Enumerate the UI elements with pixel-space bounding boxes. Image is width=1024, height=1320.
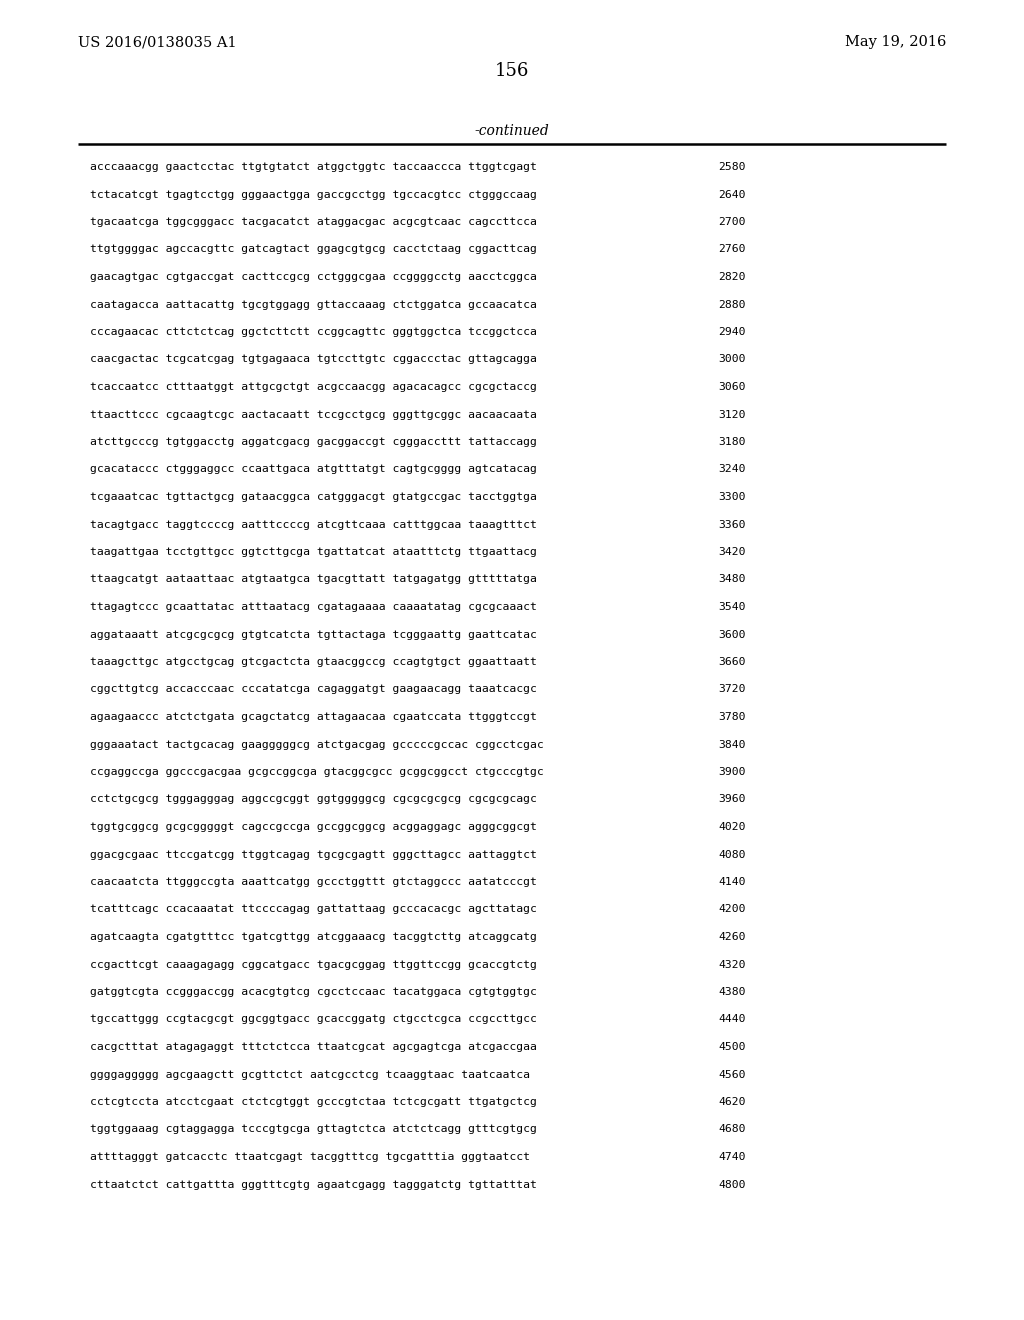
- Text: taaagcttgc atgcctgcag gtcgactcta gtaacggccg ccagtgtgct ggaattaatt: taaagcttgc atgcctgcag gtcgactcta gtaacgg…: [90, 657, 537, 667]
- Text: 2940: 2940: [718, 327, 745, 337]
- Text: 3960: 3960: [718, 795, 745, 804]
- Text: 4740: 4740: [718, 1152, 745, 1162]
- Text: cccagaacac cttctctcag ggctcttctt ccggcagttc gggtggctca tccggctcca: cccagaacac cttctctcag ggctcttctt ccggcag…: [90, 327, 537, 337]
- Text: cctctgcgcg tgggagggag aggccgcggt ggtgggggcg cgcgcgcgcg cgcgcgcagc: cctctgcgcg tgggagggag aggccgcggt ggtgggg…: [90, 795, 537, 804]
- Text: ttaagcatgt aataattaac atgtaatgca tgacgttatt tatgagatgg gtttttatga: ttaagcatgt aataattaac atgtaatgca tgacgtt…: [90, 574, 537, 585]
- Text: 2580: 2580: [718, 162, 745, 172]
- Text: 3840: 3840: [718, 739, 745, 750]
- Text: tgacaatcga tggcgggacc tacgacatct ataggacgac acgcgtcaac cagccttcca: tgacaatcga tggcgggacc tacgacatct ataggac…: [90, 216, 537, 227]
- Text: atcttgcccg tgtggacctg aggatcgacg gacggaccgt cgggaccttt tattaccagg: atcttgcccg tgtggacctg aggatcgacg gacggac…: [90, 437, 537, 447]
- Text: agatcaagta cgatgtttcc tgatcgttgg atcggaaacg tacggtcttg atcaggcatg: agatcaagta cgatgtttcc tgatcgttgg atcggaa…: [90, 932, 537, 942]
- Text: 4680: 4680: [718, 1125, 745, 1134]
- Text: acccaaacgg gaactcctac ttgtgtatct atggctggtc taccaaccca ttggtcgagt: acccaaacgg gaactcctac ttgtgtatct atggctg…: [90, 162, 537, 172]
- Text: 156: 156: [495, 62, 529, 81]
- Text: 3120: 3120: [718, 409, 745, 420]
- Text: 4200: 4200: [718, 904, 745, 915]
- Text: 4620: 4620: [718, 1097, 745, 1107]
- Text: caatagacca aattacattg tgcgtggagg gttaccaaag ctctggatca gccaacatca: caatagacca aattacattg tgcgtggagg gttacca…: [90, 300, 537, 309]
- Text: attttagggt gatcacctc ttaatcgagt tacggtttcg tgcgatttia gggtaatcct: attttagggt gatcacctc ttaatcgagt tacggttt…: [90, 1152, 530, 1162]
- Text: ttgtggggac agccacgttc gatcagtact ggagcgtgcg cacctctaag cggacttcag: ttgtggggac agccacgttc gatcagtact ggagcgt…: [90, 244, 537, 255]
- Text: 3900: 3900: [718, 767, 745, 777]
- Text: cttaatctct cattgattta gggtttcgtg agaatcgagg tagggatctg tgttatttat: cttaatctct cattgattta gggtttcgtg agaatcg…: [90, 1180, 537, 1189]
- Text: 3600: 3600: [718, 630, 745, 639]
- Text: cacgctttat atagagaggt tttctctcca ttaatcgcat agcgagtcga atcgaccgaa: cacgctttat atagagaggt tttctctcca ttaatcg…: [90, 1041, 537, 1052]
- Text: tggtgcggcg gcgcgggggt cagccgccga gccggcggcg acggaggagc agggcggcgt: tggtgcggcg gcgcgggggt cagccgccga gccggcg…: [90, 822, 537, 832]
- Text: 3240: 3240: [718, 465, 745, 474]
- Text: 3780: 3780: [718, 711, 745, 722]
- Text: 3420: 3420: [718, 546, 745, 557]
- Text: ccgaggccga ggcccgacgaa gcgccggcga gtacggcgcc gcggcggcct ctgcccgtgc: ccgaggccga ggcccgacgaa gcgccggcga gtacgg…: [90, 767, 544, 777]
- Text: caacgactac tcgcatcgag tgtgagaaca tgtccttgtc cggaccctac gttagcagga: caacgactac tcgcatcgag tgtgagaaca tgtcctt…: [90, 355, 537, 364]
- Text: 4500: 4500: [718, 1041, 745, 1052]
- Text: gcacataccc ctgggaggcc ccaattgaca atgtttatgt cagtgcgggg agtcatacag: gcacataccc ctgggaggcc ccaattgaca atgttta…: [90, 465, 537, 474]
- Text: ccgacttcgt caaagagagg cggcatgacc tgacgcggag ttggttccgg gcaccgtctg: ccgacttcgt caaagagagg cggcatgacc tgacgcg…: [90, 960, 537, 969]
- Text: ttaacttccc cgcaagtcgc aactacaatt tccgcctgcg gggttgcggc aacaacaata: ttaacttccc cgcaagtcgc aactacaatt tccgcct…: [90, 409, 537, 420]
- Text: tacagtgacc taggtccccg aatttccccg atcgttcaaa catttggcaa taaagtttct: tacagtgacc taggtccccg aatttccccg atcgttc…: [90, 520, 537, 529]
- Text: 4080: 4080: [718, 850, 745, 859]
- Text: tggtggaaag cgtaggagga tcccgtgcga gttagtctca atctctcagg gtttcgtgcg: tggtggaaag cgtaggagga tcccgtgcga gttagtc…: [90, 1125, 537, 1134]
- Text: May 19, 2016: May 19, 2016: [845, 36, 946, 49]
- Text: gggaaatact tactgcacag gaagggggcg atctgacgag gcccccgccac cggcctcgac: gggaaatact tactgcacag gaagggggcg atctgac…: [90, 739, 544, 750]
- Text: 2880: 2880: [718, 300, 745, 309]
- Text: 4800: 4800: [718, 1180, 745, 1189]
- Text: tgccattggg ccgtacgcgt ggcggtgacc gcaccggatg ctgcctcgca ccgccttgcc: tgccattggg ccgtacgcgt ggcggtgacc gcaccgg…: [90, 1015, 537, 1024]
- Text: cggcttgtcg accacccaac cccatatcga cagaggatgt gaagaacagg taaatcacgc: cggcttgtcg accacccaac cccatatcga cagagga…: [90, 685, 537, 694]
- Text: 3300: 3300: [718, 492, 745, 502]
- Text: 3720: 3720: [718, 685, 745, 694]
- Text: ggacgcgaac ttccgatcgg ttggtcagag tgcgcgagtt gggcttagcc aattaggtct: ggacgcgaac ttccgatcgg ttggtcagag tgcgcga…: [90, 850, 537, 859]
- Text: 4560: 4560: [718, 1069, 745, 1080]
- Text: 4020: 4020: [718, 822, 745, 832]
- Text: 3360: 3360: [718, 520, 745, 529]
- Text: 4440: 4440: [718, 1015, 745, 1024]
- Text: 2640: 2640: [718, 190, 745, 199]
- Text: aggataaatt atcgcgcgcg gtgtcatcta tgttactaga tcgggaattg gaattcatac: aggataaatt atcgcgcgcg gtgtcatcta tgttact…: [90, 630, 537, 639]
- Text: tctacatcgt tgagtcctgg gggaactgga gaccgcctgg tgccacgtcc ctgggccaag: tctacatcgt tgagtcctgg gggaactgga gaccgcc…: [90, 190, 537, 199]
- Text: gaacagtgac cgtgaccgat cacttccgcg cctgggcgaa ccggggcctg aacctcggca: gaacagtgac cgtgaccgat cacttccgcg cctgggc…: [90, 272, 537, 282]
- Text: tcaccaatcc ctttaatggt attgcgctgt acgccaacgg agacacagcc cgcgctaccg: tcaccaatcc ctttaatggt attgcgctgt acgccaa…: [90, 381, 537, 392]
- Text: ggggaggggg agcgaagctt gcgttctct aatcgcctcg tcaaggtaac taatcaatca: ggggaggggg agcgaagctt gcgttctct aatcgcct…: [90, 1069, 530, 1080]
- Text: 2700: 2700: [718, 216, 745, 227]
- Text: tcatttcagc ccacaaatat ttccccagag gattattaag gcccacacgc agcttatagc: tcatttcagc ccacaaatat ttccccagag gattatt…: [90, 904, 537, 915]
- Text: 3060: 3060: [718, 381, 745, 392]
- Text: 3660: 3660: [718, 657, 745, 667]
- Text: US 2016/0138035 A1: US 2016/0138035 A1: [78, 36, 237, 49]
- Text: 3000: 3000: [718, 355, 745, 364]
- Text: 2760: 2760: [718, 244, 745, 255]
- Text: 4140: 4140: [718, 876, 745, 887]
- Text: 2820: 2820: [718, 272, 745, 282]
- Text: 3480: 3480: [718, 574, 745, 585]
- Text: caacaatcta ttgggccgta aaattcatgg gccctggttt gtctaggccc aatatcccgt: caacaatcta ttgggccgta aaattcatgg gccctgg…: [90, 876, 537, 887]
- Text: 4320: 4320: [718, 960, 745, 969]
- Text: -continued: -continued: [475, 124, 549, 139]
- Text: agaagaaccc atctctgata gcagctatcg attagaacaa cgaatccata ttgggtccgt: agaagaaccc atctctgata gcagctatcg attagaa…: [90, 711, 537, 722]
- Text: 3180: 3180: [718, 437, 745, 447]
- Text: gatggtcgta ccgggaccgg acacgtgtcg cgcctccaac tacatggaca cgtgtggtgc: gatggtcgta ccgggaccgg acacgtgtcg cgcctcc…: [90, 987, 537, 997]
- Text: 4380: 4380: [718, 987, 745, 997]
- Text: taagattgaa tcctgttgcc ggtcttgcga tgattatcat ataatttctg ttgaattacg: taagattgaa tcctgttgcc ggtcttgcga tgattat…: [90, 546, 537, 557]
- Text: tcgaaatcac tgttactgcg gataacggca catgggacgt gtatgccgac tacctggtga: tcgaaatcac tgttactgcg gataacggca catggga…: [90, 492, 537, 502]
- Text: 4260: 4260: [718, 932, 745, 942]
- Text: 3540: 3540: [718, 602, 745, 612]
- Text: ttagagtccc gcaattatac atttaatacg cgatagaaaa caaaatatag cgcgcaaact: ttagagtccc gcaattatac atttaatacg cgataga…: [90, 602, 537, 612]
- Text: cctcgtccta atcctcgaat ctctcgtggt gcccgtctaa tctcgcgatt ttgatgctcg: cctcgtccta atcctcgaat ctctcgtggt gcccgtc…: [90, 1097, 537, 1107]
